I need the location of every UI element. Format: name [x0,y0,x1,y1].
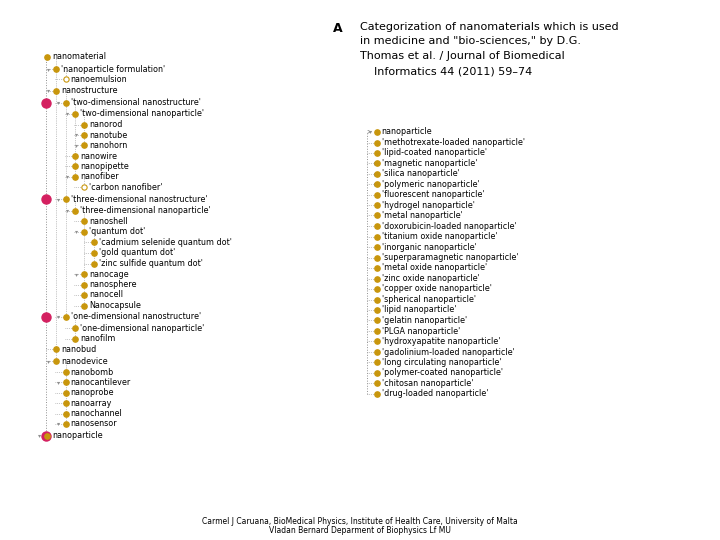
Text: 'two-dimensional nanostructure': 'two-dimensional nanostructure' [71,98,200,107]
Text: 'chitosan nanoparticle': 'chitosan nanoparticle' [382,379,473,388]
Text: nanoparticle: nanoparticle [382,127,432,136]
Text: nanosphere: nanosphere [89,280,137,289]
Text: 'carbon nanofiber': 'carbon nanofiber' [89,183,163,192]
Text: ▾: ▾ [76,143,78,148]
Text: 'polymer-coated nanoparticle': 'polymer-coated nanoparticle' [382,368,503,377]
Text: 'lipid nanoparticle': 'lipid nanoparticle' [382,306,456,314]
Text: nanostructure: nanostructure [61,86,117,95]
Text: nanomaterial: nanomaterial [52,52,106,61]
Text: 'polymeric nanoparticle': 'polymeric nanoparticle' [382,180,480,188]
Text: Carmel J Caruana, BioMedical Physics, Institute of Health Care, University of Ma: Carmel J Caruana, BioMedical Physics, In… [202,517,518,525]
Text: 'titanium oxide nanoparticle': 'titanium oxide nanoparticle' [382,232,497,241]
Text: 'superparamagnetic nanoparticle': 'superparamagnetic nanoparticle' [382,253,518,262]
Text: 'metal oxide nanoparticle': 'metal oxide nanoparticle' [382,264,487,272]
Text: ▾: ▾ [57,197,60,202]
Text: nanowire: nanowire [80,152,117,160]
Text: 'quantum dot': 'quantum dot' [89,227,145,236]
Text: ▾: ▾ [66,111,69,117]
Text: ▾: ▾ [76,132,78,138]
Text: 'zinc sulfide quantum dot': 'zinc sulfide quantum dot' [99,259,202,268]
Text: ▾: ▾ [38,433,41,438]
Text: 'one-dimensional nanoparticle': 'one-dimensional nanoparticle' [80,324,204,333]
Text: nanodevice: nanodevice [61,357,108,366]
Text: ▾: ▾ [369,129,372,134]
Text: nanobud: nanobud [61,345,96,354]
Text: 'methotrexate-loaded nanoparticle': 'methotrexate-loaded nanoparticle' [382,138,525,147]
Text: nanocage: nanocage [89,270,129,279]
Text: ▾: ▾ [57,314,60,320]
Text: ▾: ▾ [57,421,60,427]
Text: nanotube: nanotube [89,131,127,139]
Text: 'one-dimensional nanostructure': 'one-dimensional nanostructure' [71,313,201,321]
Text: ▶: ▶ [374,181,378,187]
Text: 'spherical nanoparticle': 'spherical nanoparticle' [382,295,476,304]
Text: nanopipette: nanopipette [80,162,129,171]
Text: ▾: ▾ [66,174,69,179]
Text: ▾: ▾ [48,359,50,364]
Text: ▶: ▶ [374,160,378,166]
Text: nanocell: nanocell [89,291,123,299]
Text: ▾: ▾ [76,272,78,277]
Text: 'two-dimensional nanoparticle': 'two-dimensional nanoparticle' [80,110,204,118]
Text: 'PLGA nanoparticle': 'PLGA nanoparticle' [382,327,460,335]
Text: 'gold quantum dot': 'gold quantum dot' [99,248,175,257]
Text: 'inorganic nanoparticle': 'inorganic nanoparticle' [382,243,477,252]
Text: 'fluorescent nanoparticle': 'fluorescent nanoparticle' [382,191,484,199]
Text: Categorization of nanomaterials which is used
in medicine and "bio-sciences," by: Categorization of nanomaterials which is… [360,22,618,76]
Text: nanoparticle: nanoparticle [52,431,102,440]
Text: nanocantilever: nanocantilever [71,378,131,387]
Text: ▾: ▾ [57,100,60,105]
Text: Nanocapsule: Nanocapsule [89,301,141,310]
Text: 'nanoparticle formulation': 'nanoparticle formulation' [61,65,166,73]
Text: nanorod: nanorod [89,120,122,129]
Text: Vladan Bernard Deparment of Biophysics Lf MU: Vladan Bernard Deparment of Biophysics L… [269,526,451,535]
Text: 'cadmium selenide quantum dot': 'cadmium selenide quantum dot' [99,238,232,247]
Text: 'long circulating nanoparticle': 'long circulating nanoparticle' [382,358,501,367]
Text: ▾: ▾ [48,88,50,93]
Text: 'zinc oxide nanoparticle': 'zinc oxide nanoparticle' [382,274,480,283]
Text: 'hydroxyapatite nanoparticle': 'hydroxyapatite nanoparticle' [382,337,500,346]
Text: nanoshell: nanoshell [89,217,128,226]
Text: 'three-dimensional nanostructure': 'three-dimensional nanostructure' [71,195,207,204]
Text: nanoarray: nanoarray [71,399,112,408]
Text: 'doxorubicin-loaded nanoparticle': 'doxorubicin-loaded nanoparticle' [382,222,516,231]
Text: ▾: ▾ [48,66,50,72]
Text: nanobomb: nanobomb [71,368,114,376]
Text: ▾: ▾ [76,229,78,234]
Text: nanoemulsion: nanoemulsion [71,75,127,84]
Text: nanoprobe: nanoprobe [71,388,114,397]
Text: 'gadolinium-loaded nanoparticle': 'gadolinium-loaded nanoparticle' [382,348,514,356]
Text: A: A [333,22,342,35]
Text: 'metal nanoparticle': 'metal nanoparticle' [382,211,462,220]
Text: 'gelatin nanoparticle': 'gelatin nanoparticle' [382,316,467,325]
Text: nanochannel: nanochannel [71,409,122,418]
Text: ▾: ▾ [66,208,69,213]
Text: nanofilm: nanofilm [80,334,115,343]
Text: 'copper oxide nanoparticle': 'copper oxide nanoparticle' [382,285,492,293]
Text: 'three-dimensional nanoparticle': 'three-dimensional nanoparticle' [80,206,210,215]
Text: 'hydrogel nanoparticle': 'hydrogel nanoparticle' [382,201,474,210]
Text: nanosensor: nanosensor [71,420,117,428]
Text: 'drug-loaded nanoparticle': 'drug-loaded nanoparticle' [382,389,488,398]
Text: 'lipid-coated nanoparticle': 'lipid-coated nanoparticle' [382,148,487,157]
Text: ▾: ▾ [57,380,60,385]
Text: ▶: ▶ [374,171,378,177]
Text: 'magnetic nanoparticle': 'magnetic nanoparticle' [382,159,477,167]
Text: nanofiber: nanofiber [80,172,119,181]
Text: 'silica nanoparticle': 'silica nanoparticle' [382,170,459,178]
Text: nanohorn: nanohorn [89,141,127,150]
